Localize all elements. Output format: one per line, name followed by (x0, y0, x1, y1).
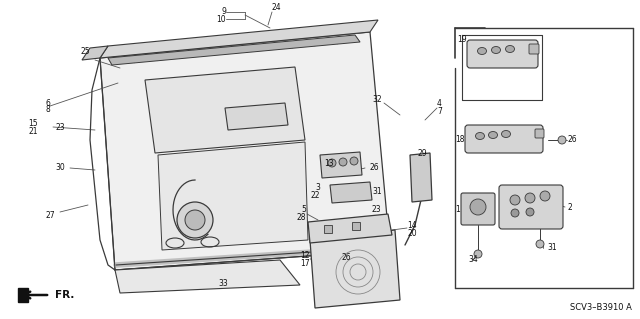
Ellipse shape (506, 46, 515, 53)
Text: 5: 5 (301, 205, 306, 214)
FancyBboxPatch shape (465, 125, 543, 153)
Polygon shape (320, 152, 362, 178)
Text: 24: 24 (272, 4, 282, 12)
Text: 26: 26 (342, 254, 351, 263)
Text: 2: 2 (568, 203, 573, 211)
FancyBboxPatch shape (467, 40, 538, 68)
Circle shape (474, 250, 482, 258)
Text: 9: 9 (221, 8, 226, 17)
Ellipse shape (477, 48, 486, 55)
Text: 31: 31 (372, 188, 381, 197)
Circle shape (350, 157, 358, 165)
Text: 18: 18 (456, 135, 465, 144)
Ellipse shape (492, 47, 500, 54)
Text: 8: 8 (45, 106, 50, 115)
Ellipse shape (476, 132, 484, 139)
Text: 26: 26 (567, 136, 577, 145)
Polygon shape (108, 35, 360, 65)
Circle shape (540, 191, 550, 201)
Polygon shape (18, 288, 28, 302)
Polygon shape (310, 230, 400, 308)
Text: 23: 23 (55, 123, 65, 132)
Circle shape (470, 199, 486, 215)
Text: 17: 17 (300, 258, 310, 268)
Text: 27: 27 (45, 211, 55, 219)
Text: 13: 13 (324, 159, 334, 167)
Text: 14: 14 (407, 220, 417, 229)
Text: 30: 30 (55, 164, 65, 173)
Text: 22: 22 (310, 191, 320, 201)
FancyBboxPatch shape (461, 193, 495, 225)
Text: 21: 21 (29, 127, 38, 136)
Text: 34: 34 (468, 256, 477, 264)
Circle shape (328, 159, 336, 167)
Text: 20: 20 (407, 228, 417, 238)
Text: 6: 6 (45, 99, 50, 108)
Text: 1: 1 (455, 204, 460, 213)
Circle shape (558, 136, 566, 144)
Polygon shape (100, 20, 378, 58)
Polygon shape (308, 214, 392, 243)
Text: 19: 19 (458, 34, 467, 43)
Circle shape (510, 195, 520, 205)
Text: SCV3–B3910 A: SCV3–B3910 A (570, 303, 632, 313)
Text: 23: 23 (372, 205, 381, 214)
Text: 4: 4 (437, 100, 442, 108)
Polygon shape (145, 67, 305, 153)
Polygon shape (115, 260, 300, 293)
Circle shape (525, 193, 535, 203)
Circle shape (177, 202, 213, 238)
Text: 26: 26 (369, 164, 379, 173)
Circle shape (526, 208, 534, 216)
Text: 33: 33 (218, 278, 228, 287)
Text: 29: 29 (418, 149, 428, 158)
Text: 31: 31 (547, 243, 557, 253)
Text: 3: 3 (315, 183, 320, 192)
Circle shape (339, 158, 347, 166)
Circle shape (511, 209, 519, 217)
Text: 10: 10 (216, 14, 226, 24)
Polygon shape (225, 103, 288, 130)
Polygon shape (100, 32, 390, 270)
Ellipse shape (502, 130, 511, 137)
Text: 32: 32 (372, 95, 382, 105)
FancyBboxPatch shape (529, 44, 539, 54)
Ellipse shape (488, 131, 497, 138)
Text: 28: 28 (296, 213, 306, 222)
Text: 25: 25 (80, 48, 90, 56)
Circle shape (185, 210, 205, 230)
Text: 12: 12 (301, 250, 310, 259)
Text: FR.: FR. (55, 290, 74, 300)
Polygon shape (82, 46, 108, 60)
Polygon shape (158, 142, 308, 250)
Polygon shape (330, 182, 372, 203)
Circle shape (536, 240, 544, 248)
Text: 7: 7 (437, 108, 442, 116)
FancyBboxPatch shape (535, 129, 544, 138)
Bar (324, 225, 332, 233)
FancyBboxPatch shape (499, 185, 563, 229)
Bar (352, 222, 360, 230)
Polygon shape (410, 153, 432, 202)
Text: 15: 15 (28, 118, 38, 128)
